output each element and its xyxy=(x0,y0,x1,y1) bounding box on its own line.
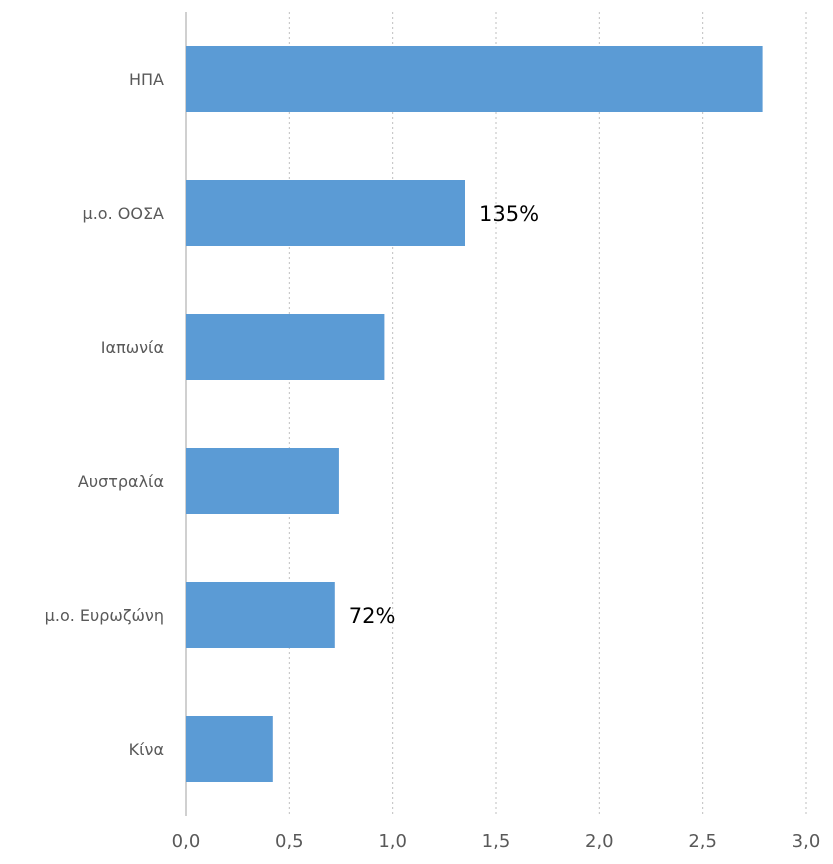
category-label: Κίνα xyxy=(129,740,164,759)
x-tick-label: 2,5 xyxy=(688,831,717,852)
bar xyxy=(186,448,339,514)
category-label: Αυστραλία xyxy=(78,472,164,491)
bar xyxy=(186,314,385,380)
bar xyxy=(186,716,273,782)
x-tick-label: 1,0 xyxy=(378,831,407,852)
data-label: 135% xyxy=(479,202,539,226)
bar xyxy=(186,180,465,246)
category-label: μ.ο. ΟΟΣΑ xyxy=(83,204,165,223)
category-label: μ.ο. Ευρωζώνη xyxy=(45,606,164,625)
x-tick-label: 3,0 xyxy=(792,831,821,852)
bar xyxy=(186,46,763,112)
x-tick-label: 0,5 xyxy=(275,831,304,852)
data-label: 72% xyxy=(349,604,396,628)
category-label: Ιαπωνία xyxy=(101,338,164,357)
x-tick-label: 2,0 xyxy=(585,831,614,852)
category-label: ΗΠΑ xyxy=(129,70,164,89)
bar xyxy=(186,582,335,648)
x-tick-label: 1,5 xyxy=(482,831,511,852)
x-tick-label: 0,0 xyxy=(172,831,201,852)
